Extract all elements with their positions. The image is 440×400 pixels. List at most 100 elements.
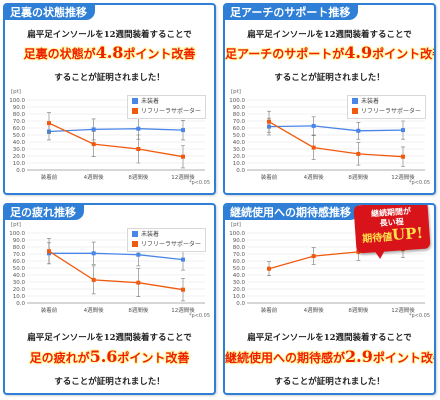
headline-post: ポイント改善 — [116, 350, 190, 366]
legend: 未装着 リフリーラサポーター — [126, 228, 206, 252]
panel-text-bottom: することが証明されました！ — [54, 377, 165, 387]
x-tick-label: 12週間後 — [391, 173, 415, 181]
y-tick-label: 60.0 — [233, 259, 246, 265]
y-tick-label: 30.0 — [13, 147, 26, 153]
y-tick-label: 30.0 — [13, 280, 26, 286]
legend-swatch-treated — [351, 108, 358, 114]
y-tick-label: 30.0 — [233, 147, 246, 153]
series-line — [49, 252, 184, 261]
x-tick-label: 8週間後 — [348, 306, 368, 314]
data-point — [91, 251, 96, 256]
y-tick-label: 50.0 — [13, 133, 26, 139]
legend-swatch-untreated — [131, 231, 138, 237]
y-tick-label: 10.0 — [233, 294, 246, 300]
data-point — [356, 128, 361, 133]
data-point — [47, 121, 51, 126]
panel-title: 足の疲れ推移 — [5, 205, 84, 220]
badge-expectation: 期待値 — [361, 232, 393, 246]
panel-text-top: 扁平足インソールを12週間装着することで — [27, 333, 192, 343]
y-tick-label: 90.0 — [13, 238, 26, 244]
panel-headline: 足の疲れが5.6ポイント改善 — [5, 346, 214, 367]
panel-arch-support: 足アーチのサポート推移 扁平足インソールを12週間装着することで 足アーチのサポ… — [223, 3, 436, 195]
panel-headline: 足裏の状態が4.8ポイント改善 — [5, 42, 214, 63]
chart: [pt] 0.0 10.0 20.0 30.0 40.0 50.0 60.0 70.0 80.0… — [9, 222, 212, 319]
legend: 未装着 リフリーラサポーター — [346, 95, 426, 119]
panel-text-top: 扁平足インソールを12週間装着することで — [247, 30, 412, 40]
y-tick-label: 60.0 — [13, 259, 26, 265]
headline-number: 4.9 — [343, 42, 373, 63]
headline-pre: 足裏の状態が — [22, 46, 96, 62]
y-tick-label: 90.0 — [13, 105, 26, 111]
data-point — [401, 154, 405, 159]
y-tick-label: 40.0 — [233, 140, 246, 146]
x-tick-label: 4週間後 — [84, 306, 104, 314]
chart-svg: 0.010.020.030.040.050.060.070.080.090.01… — [9, 98, 205, 181]
x-tick-label: 12週間後 — [171, 306, 195, 314]
panel-foot-sole: 足裏の状態推移 扁平足インソールを12週間装着することで 足裏の状態が4.8ポイ… — [3, 3, 216, 195]
y-tick-label: 90.0 — [233, 105, 246, 111]
legend-untreated: 未装着 — [351, 97, 421, 107]
legend: 未装着 リフリーラサポーター — [126, 95, 206, 119]
panel-headline: 継続使用への期待感が2.9ポイント改善 — [225, 346, 434, 367]
y-tick-label: 100.0 — [9, 98, 25, 104]
data-point — [136, 280, 141, 285]
x-tick-label: 装着前 — [41, 306, 58, 314]
panel-title: 足裏の状態推移 — [5, 5, 95, 20]
y-tick-label: 0.0 — [16, 168, 25, 174]
y-tick-label: 0.0 — [236, 301, 245, 307]
data-point — [91, 127, 96, 132]
y-tick-label: 50.0 — [233, 266, 246, 272]
y-tick-label: 60.0 — [13, 126, 26, 132]
panel-continued-use-expectation: 継続使用への期待感推移 [pt] 0.0 10.0 20.0 30.0 40.0 50.0… — [223, 203, 436, 395]
badge-line-3: 期待値UP! — [355, 224, 430, 248]
data-point — [401, 128, 405, 133]
chart-svg: 0.010.020.030.040.050.060.070.080.090.01… — [229, 98, 425, 181]
panel-text-bottom: することが証明されました！ — [54, 73, 165, 83]
series-line — [48, 128, 184, 133]
y-tick-label: 70.0 — [233, 252, 246, 258]
headline-post: ポイント改善 — [122, 46, 196, 62]
y-tick-label: 40.0 — [13, 140, 26, 146]
y-tick-label: 40.0 — [233, 273, 246, 279]
data-point — [311, 123, 316, 128]
y-tick-label: 80.0 — [13, 112, 26, 118]
expectation-badge: 継続期間が 長い程 期待値UP! — [353, 205, 431, 254]
legend-treated: リフリーラサポーター — [131, 107, 201, 117]
y-tick-label: 90.0 — [233, 238, 246, 244]
x-tick-label: 4週間後 — [304, 306, 324, 314]
data-point — [311, 145, 316, 150]
legend-swatch-treated — [131, 108, 138, 114]
y-tick-label: 100.0 — [229, 98, 245, 104]
significance-note: *p<0.05 — [409, 313, 430, 319]
significance-note: *p<0.05 — [189, 313, 210, 319]
legend-treated: リフリーラサポーター — [131, 240, 201, 250]
y-tick-label: 30.0 — [233, 280, 246, 286]
panel-title: 足アーチのサポート推移 — [225, 5, 359, 20]
y-unit-label: [pt] — [11, 222, 21, 228]
data-point — [181, 287, 185, 292]
x-tick-label: 装着前 — [41, 173, 58, 181]
panel-headline: 足アーチのサポートが4.9ポイント改善 — [225, 42, 434, 63]
data-point — [267, 266, 271, 271]
x-tick-label: 8週間後 — [348, 173, 368, 181]
y-tick-label: 10.0 — [233, 161, 246, 167]
y-tick-label: 0.0 — [236, 168, 245, 174]
x-tick-label: 12週間後 — [391, 306, 415, 314]
y-tick-label: 70.0 — [13, 252, 26, 258]
series-line — [268, 121, 404, 158]
y-tick-label: 0.0 — [16, 301, 25, 307]
data-point — [181, 257, 185, 262]
y-tick-label: 100.0 — [9, 231, 25, 237]
headline-pre: 継続使用への期待感が — [225, 350, 346, 366]
y-tick-label: 70.0 — [13, 119, 26, 125]
badge-up: UP! — [391, 223, 424, 244]
panel-text-top: 扁平足インソールを12週間装着することで — [27, 30, 192, 40]
data-point — [136, 126, 141, 131]
data-point — [91, 277, 96, 282]
y-tick-label: 50.0 — [13, 266, 26, 272]
y-tick-label: 10.0 — [13, 294, 26, 300]
x-tick-label: 8週間後 — [128, 306, 148, 314]
legend-swatch-untreated — [131, 98, 138, 104]
legend-label-untreated: 未装着 — [140, 98, 159, 105]
y-tick-label: 20.0 — [13, 154, 26, 160]
